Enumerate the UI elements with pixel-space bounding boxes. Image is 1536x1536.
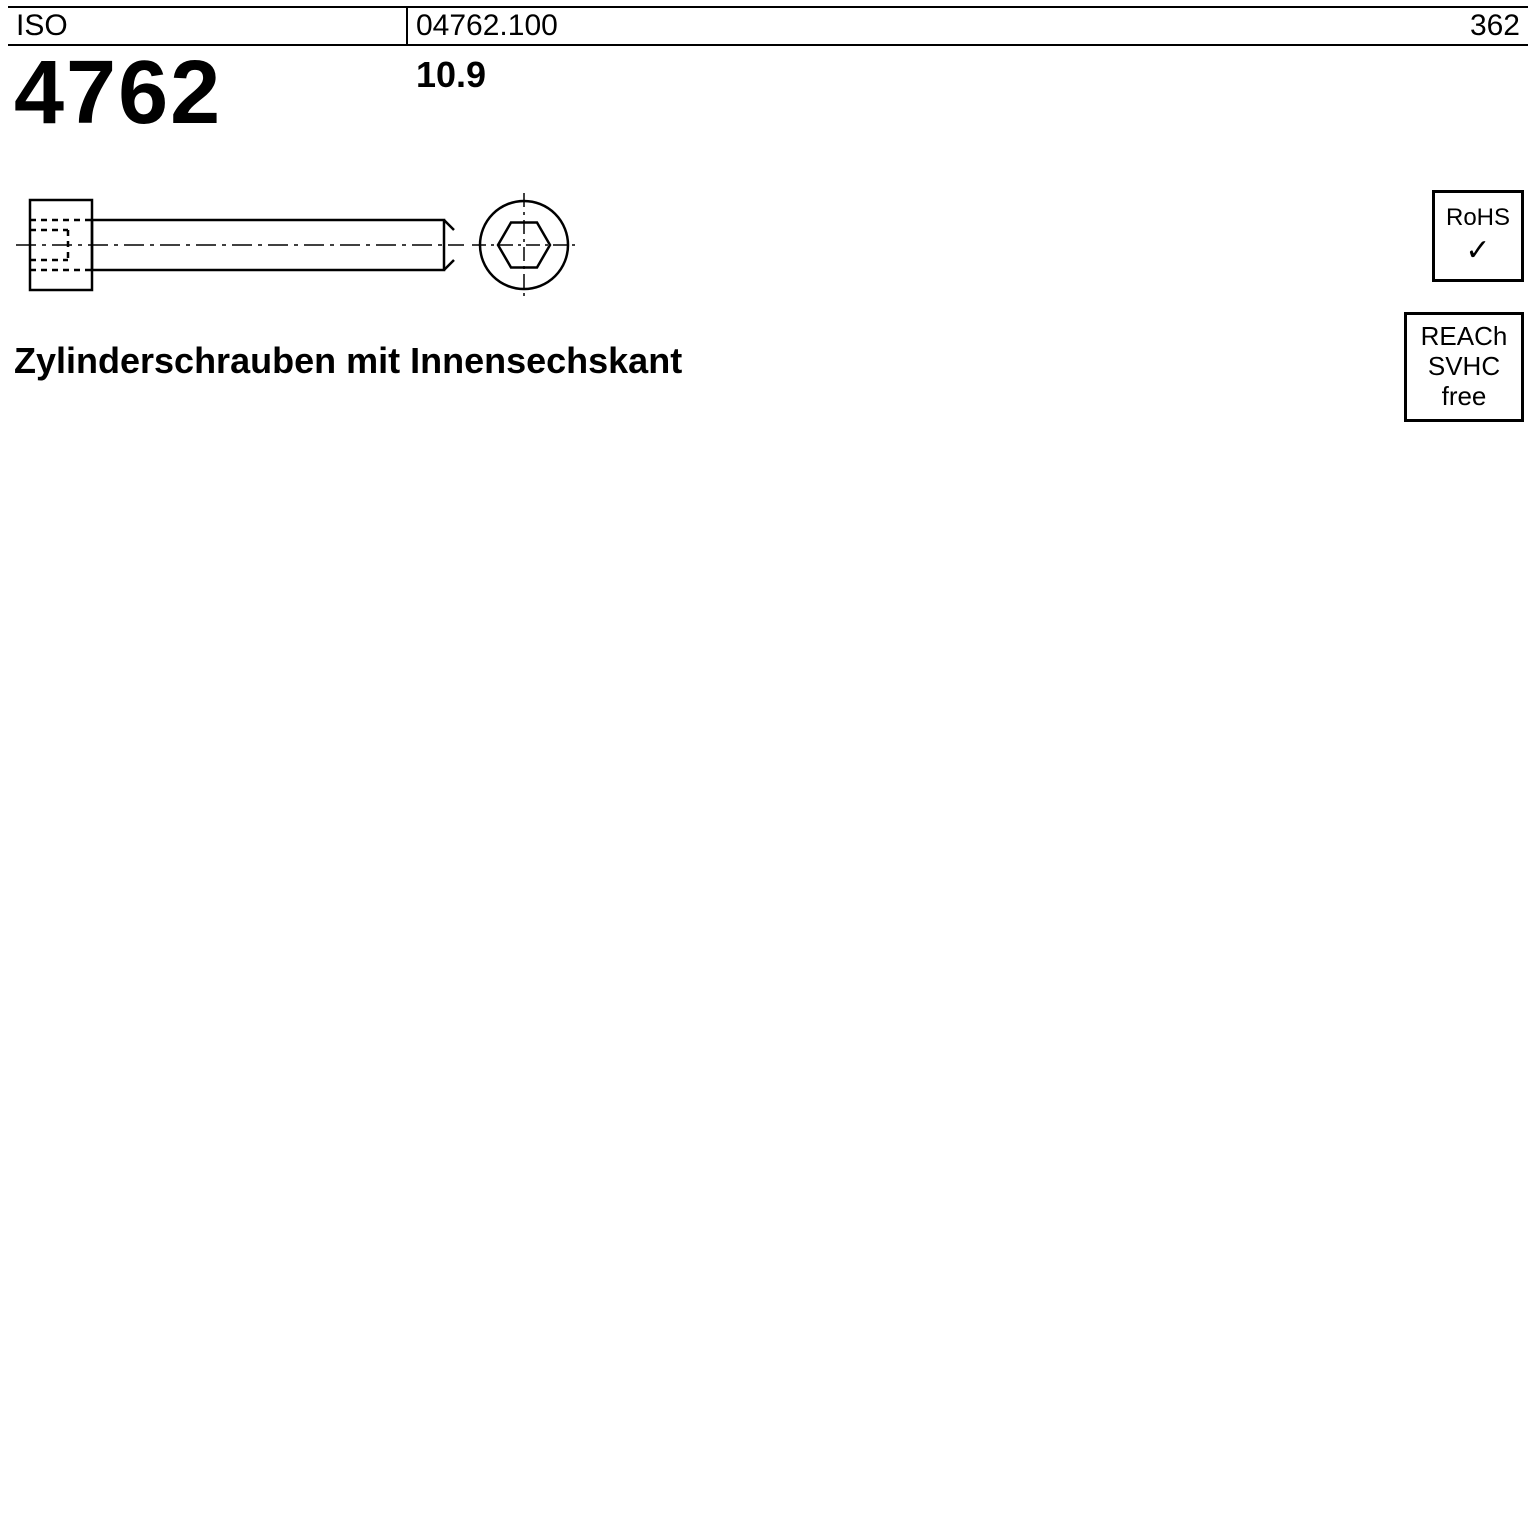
header-code-cell: 04762.100	[408, 8, 1428, 44]
code-label: 04762.100	[416, 9, 558, 43]
header-iso-cell: ISO	[8, 8, 408, 44]
page-label: 362	[1470, 9, 1520, 43]
rohs-badge: RoHS ✓	[1432, 190, 1524, 282]
reach-badge: REACh SVHC free	[1404, 312, 1524, 422]
description: Zylinderschrauben mit Innensechskant	[14, 340, 682, 382]
norm-number: 4762	[8, 48, 408, 138]
grade: 10.9	[408, 48, 486, 138]
reach-line3: free	[1442, 382, 1487, 412]
reach-line2: SVHC	[1428, 352, 1500, 382]
header-page-cell: 362	[1428, 8, 1528, 44]
reach-line1: REACh	[1421, 322, 1508, 352]
check-icon: ✓	[1465, 234, 1490, 267]
screw-drawing-icon	[16, 190, 576, 300]
sub-row: 4762 10.9	[8, 48, 1528, 138]
header-row: ISO 04762.100 362	[8, 6, 1528, 46]
iso-label: ISO	[16, 9, 68, 43]
rohs-label: RoHS	[1446, 205, 1510, 231]
